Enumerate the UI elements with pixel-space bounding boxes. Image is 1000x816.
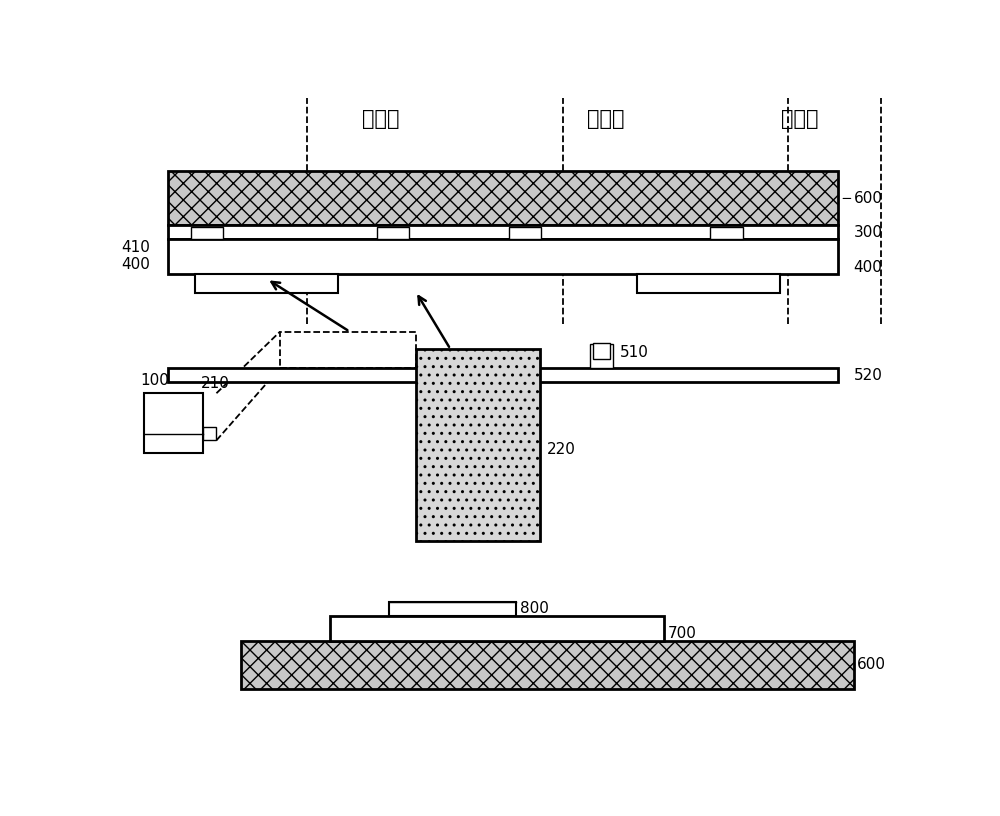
Text: 210: 210 [201, 376, 230, 392]
Bar [593, 343, 610, 359]
Bar [637, 274, 780, 293]
Text: 测量位: 测量位 [587, 109, 624, 129]
Bar [280, 331, 416, 368]
Bar [168, 171, 838, 225]
Bar [710, 227, 743, 239]
Bar [377, 227, 409, 239]
Text: 510: 510 [619, 345, 648, 360]
Text: 410: 410 [122, 240, 151, 255]
Bar [168, 368, 838, 382]
Bar [195, 274, 338, 293]
Bar [388, 602, 516, 616]
Text: 700: 700 [668, 626, 696, 641]
Text: 800: 800 [520, 601, 549, 616]
Bar [509, 227, 541, 239]
Text: 100: 100 [140, 373, 169, 388]
Text: 520: 520 [854, 367, 882, 383]
Bar [241, 641, 854, 689]
Text: 300: 300 [854, 225, 883, 240]
Text: 400: 400 [854, 260, 882, 275]
Text: 400: 400 [122, 257, 151, 272]
Bar [416, 349, 540, 541]
Text: 交换位: 交换位 [780, 109, 818, 129]
Bar [144, 393, 202, 453]
Text: 曝光位: 曝光位 [362, 109, 400, 129]
Text: 600: 600 [857, 657, 886, 672]
Text: 600: 600 [854, 191, 883, 206]
Bar [191, 227, 223, 239]
Text: 220: 220 [547, 442, 576, 457]
Bar [202, 427, 216, 441]
Bar [330, 616, 664, 641]
Bar [590, 344, 613, 368]
Bar [168, 225, 838, 239]
Bar [168, 239, 838, 274]
